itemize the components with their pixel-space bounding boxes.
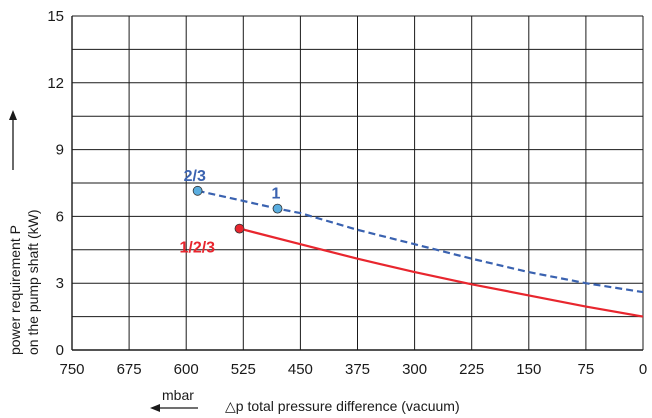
x-unit-label: mbar	[162, 387, 194, 403]
x-tick-label: 600	[174, 361, 199, 378]
annotations: 2/3 1 1/2/3	[179, 168, 280, 257]
y-axis-arrowhead-icon	[9, 110, 17, 120]
annotation-label: 1	[272, 186, 281, 203]
series-layer	[197, 189, 644, 318]
y-tick-labels: 0 3 6 9 12 15	[47, 8, 64, 359]
y-tick-label: 6	[56, 208, 64, 225]
x-tick-label: 450	[288, 361, 313, 378]
x-tick-label: 225	[459, 361, 484, 378]
y-tick-label: 15	[47, 8, 64, 25]
series-line-1	[239, 227, 644, 318]
x-tick-label: 525	[231, 361, 256, 378]
markers-layer	[192, 185, 283, 234]
series-marker-1	[234, 223, 245, 234]
annotation-label: 2/3	[184, 168, 206, 185]
x-tick-labels: 750 675 600 525 450 375 300 225 150 75 0	[59, 361, 647, 378]
y-tick-label: 3	[56, 275, 64, 292]
x-axis-title: △p total pressure difference (vacuum)	[225, 398, 460, 414]
y-tick-label: 9	[56, 142, 64, 159]
x-axis-arrowhead-icon	[150, 404, 160, 412]
x-tick-label: 675	[117, 361, 142, 378]
x-tick-label: 0	[639, 361, 647, 378]
x-tick-label: 300	[402, 361, 427, 378]
x-tick-label: 75	[578, 361, 595, 378]
y-axis-title-line2: on the pump shaft (kW)	[25, 209, 41, 355]
annotation-label: 1/2/3	[179, 240, 215, 257]
grid	[71, 15, 644, 351]
series-marker-2	[272, 203, 283, 214]
y-tick-label: 12	[47, 75, 64, 92]
y-axis-title-line1: power requirement P	[7, 225, 23, 355]
x-tick-label: 375	[345, 361, 370, 378]
x-tick-label: 150	[516, 361, 541, 378]
x-tick-label: 750	[59, 361, 84, 378]
series-marker-2	[192, 185, 203, 196]
y-tick-label: 0	[56, 342, 64, 359]
series-line-2	[197, 189, 644, 294]
